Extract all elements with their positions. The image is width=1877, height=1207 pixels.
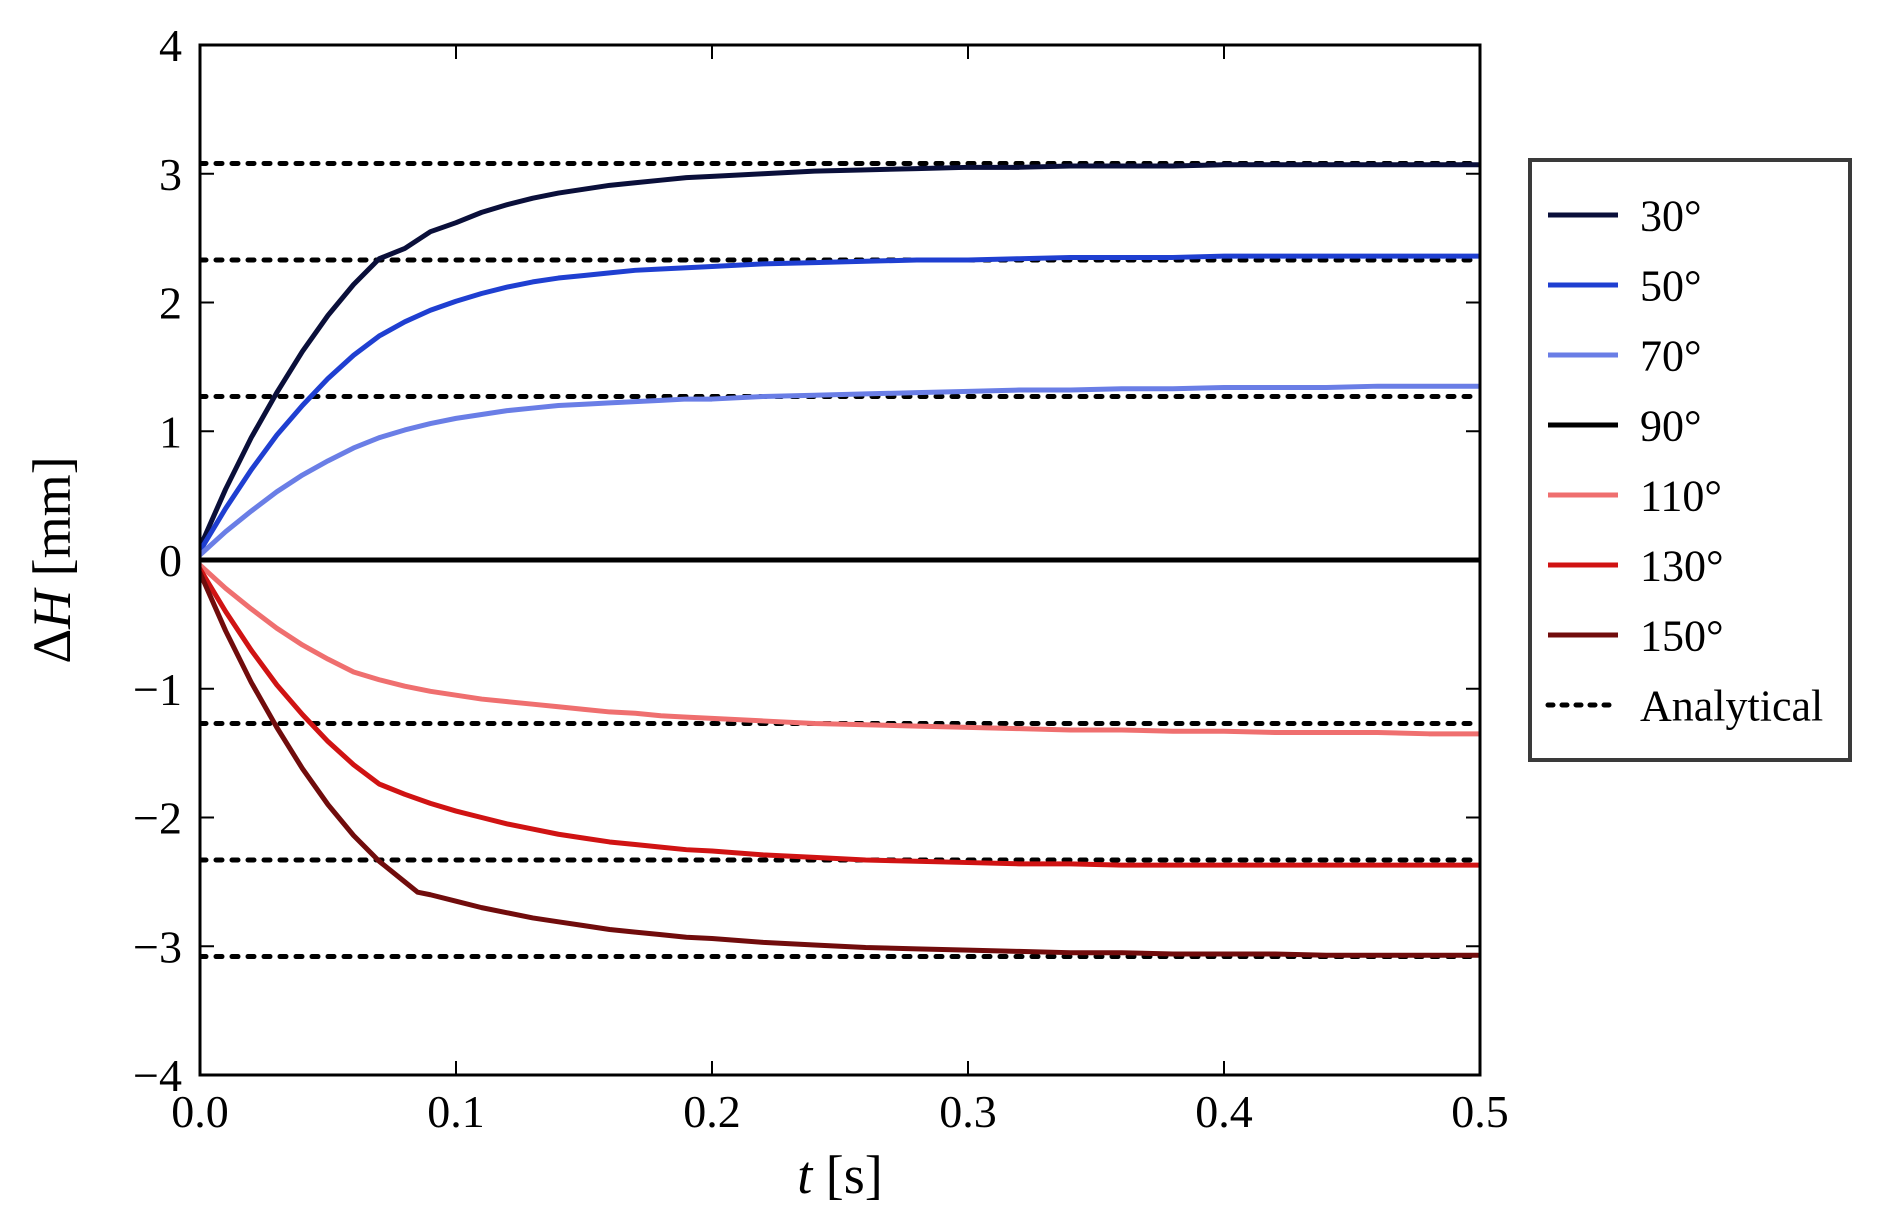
chart-svg: 0.00.10.20.30.40.5−4−3−2−101234t [s]ΔH [… [0,0,1877,1207]
x-tick-label: 0.2 [683,1086,741,1137]
y-axis-label: ΔH [mm] [22,456,82,663]
y-tick-label: 2 [159,278,182,329]
y-tick-label: −2 [133,793,182,844]
y-tick-label: 4 [159,20,182,71]
legend-box [1530,160,1850,760]
x-tick-label: 0.3 [939,1086,997,1137]
legend-label: 50° [1640,261,1702,310]
legend-label: 70° [1640,331,1702,380]
chart-container: 0.00.10.20.30.40.5−4−3−2−101234t [s]ΔH [… [0,0,1877,1207]
legend-label: Analytical [1640,681,1823,730]
legend-label: 150° [1640,611,1724,660]
y-tick-label: 0 [159,535,182,586]
legend-label: 90° [1640,401,1702,450]
x-tick-label: 0.5 [1451,1086,1509,1137]
x-tick-label: 0.1 [427,1086,485,1137]
y-tick-label: 1 [159,406,182,457]
y-tick-label: −3 [133,921,182,972]
y-tick-label: −4 [133,1050,182,1101]
legend-label: 130° [1640,541,1724,590]
x-tick-label: 0.4 [1195,1086,1253,1137]
x-axis-label: t [s] [797,1145,883,1205]
y-tick-label: −1 [133,664,182,715]
y-tick-label: 3 [159,149,182,200]
legend-label: 110° [1640,471,1722,520]
legend-label: 30° [1640,191,1702,240]
